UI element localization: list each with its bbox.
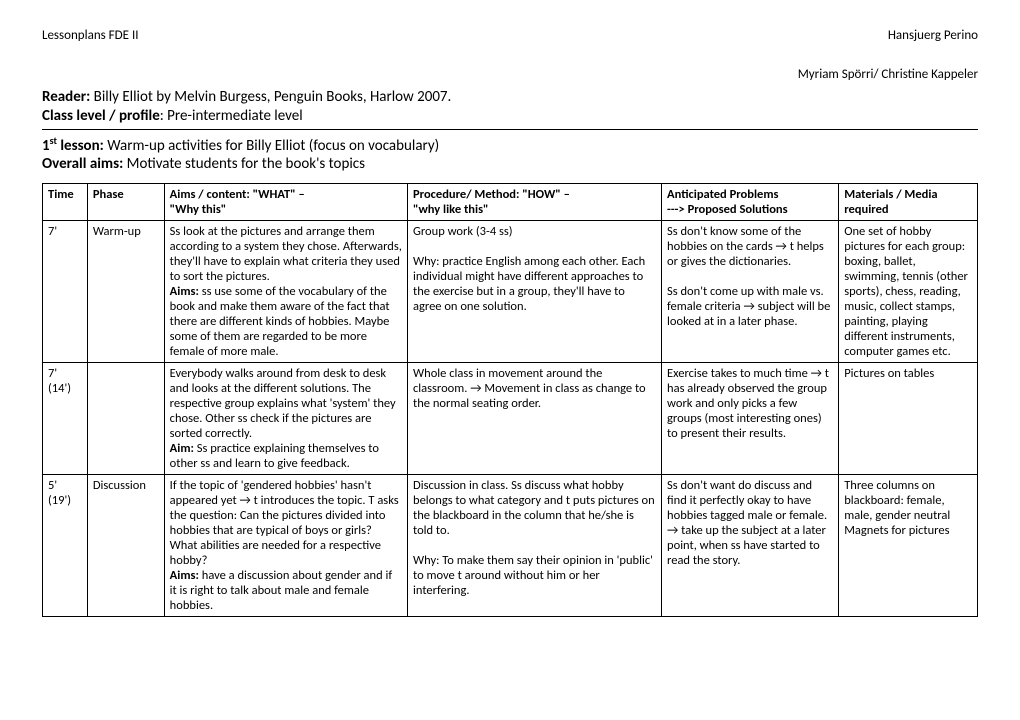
class-line: Class level / profile: Pre-intermediate … — [42, 107, 978, 125]
page-header: Lessonplans FDE II Hansjuerg Perino — [42, 28, 978, 43]
reader-text: Billy Elliot by Melvin Burgess, Penguin … — [90, 88, 451, 106]
cell-phase: Discussion — [87, 475, 164, 617]
lesson-text: Warm-up activities for Billy Elliot (foc… — [104, 137, 439, 155]
lesson-block: 1st lesson: Warm-up activities for Billy… — [42, 134, 978, 173]
lesson-table: Time Phase Aims / content: "WHAT" – "Why… — [42, 183, 978, 617]
cell-prob: Ss don't know some of the hobbies on the… — [662, 221, 839, 363]
cell-phase: Warm-up — [87, 221, 164, 363]
class-text: : Pre-intermediate level — [160, 107, 303, 125]
col-aims: Aims / content: "WHAT" – "Why this" — [164, 184, 407, 221]
lesson-line: 1st lesson: Warm-up activities for Billy… — [42, 134, 978, 155]
lesson-sup: st — [50, 134, 57, 147]
cell-mat: One set of hobby pictures for each group… — [839, 221, 978, 363]
cell-proc: Whole class in movement around the class… — [408, 363, 662, 475]
col-mat: Materials / Media required — [839, 184, 978, 221]
table-row: 7' Warm-up Ss look at the pictures and a… — [43, 221, 978, 363]
reader-line: Reader: Billy Elliot by Melvin Burgess, … — [42, 88, 978, 106]
table-header-row: Time Phase Aims / content: "WHAT" – "Why… — [43, 184, 978, 221]
overall-text: Motivate students for the book's topics — [123, 155, 365, 173]
col-time: Time — [43, 184, 88, 221]
cell-mat: Pictures on tables — [839, 363, 978, 475]
cell-time: 5' (19') — [43, 475, 88, 617]
cell-time: 7' (14') — [43, 363, 88, 475]
table-row: 5' (19') Discussion If the topic of 'gen… — [43, 475, 978, 617]
cell-phase — [87, 363, 164, 475]
cell-aims: Everybody walks around from desk to desk… — [164, 363, 407, 475]
header-right: Myriam Spörri/ Christine Kappeler — [42, 67, 978, 82]
cell-proc: Group work (3-4 ss) Why: practice Englis… — [408, 221, 662, 363]
reader-label: Reader: — [42, 88, 90, 106]
separator — [42, 129, 978, 130]
meta-block: Reader: Billy Elliot by Melvin Burgess, … — [42, 88, 978, 125]
table-row: 7' (14') Everybody walks around from des… — [43, 363, 978, 475]
cell-proc: Discussion in class. Ss discuss what hob… — [408, 475, 662, 617]
table-body: 7' Warm-up Ss look at the pictures and a… — [43, 221, 978, 617]
cell-mat: Three columns on blackboard: female, mal… — [839, 475, 978, 617]
class-label: Class level / profile — [42, 107, 160, 125]
overall-label: Overall aims: — [42, 155, 123, 173]
col-phase: Phase — [87, 184, 164, 221]
cell-prob: Exercise takes to much time → t has alre… — [662, 363, 839, 475]
col-prob: Anticipated Problems ---> Proposed Solut… — [662, 184, 839, 221]
header-left: Lessonplans FDE II — [42, 28, 139, 43]
cell-prob: Ss don't want do discuss and find it per… — [662, 475, 839, 617]
col-proc: Procedure/ Method: "HOW" – "why like thi… — [408, 184, 662, 221]
lesson-post: lesson: — [57, 137, 104, 155]
header-center: Hansjuerg Perino — [888, 28, 978, 43]
cell-aims: If the topic of 'gendered hobbies' hasn'… — [164, 475, 407, 617]
cell-aims: Ss look at the pictures and arrange them… — [164, 221, 407, 363]
overall-line: Overall aims: Motivate students for the … — [42, 155, 978, 173]
lesson-pre: 1 — [42, 137, 50, 155]
cell-time: 7' — [43, 221, 88, 363]
